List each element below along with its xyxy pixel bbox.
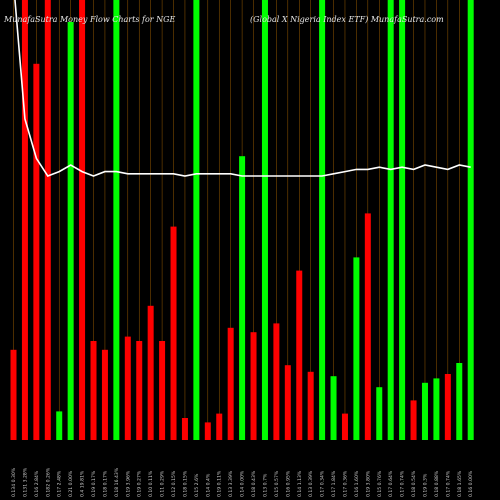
bar-red [341, 413, 348, 440]
bar-green [239, 156, 246, 440]
bar-green [456, 363, 463, 440]
tick-label: 0.12 0.15% [171, 470, 177, 497]
bar-green [113, 0, 120, 440]
chart-title: MunafaSutra Money Flow Charts for NGE [3, 15, 176, 24]
tick-label: 0.17 0.74% [400, 470, 406, 497]
bar-green [56, 411, 63, 440]
tick-label: 0.13 0.39% [308, 470, 314, 497]
tick-label: 0.19 3.96% [125, 470, 131, 497]
bar-red [124, 336, 131, 440]
tick-label: 0.16 2.84% [34, 470, 40, 497]
tick-label: 0.19 3.80% [365, 470, 371, 497]
tick-label: 0.15 0.76% [377, 470, 383, 497]
x-tick-labels: 0.134 0.30% 0.131 3.28% 0.16 2.84% 0.182 0.… [11, 467, 474, 497]
tick-label: 0.18 16.43% [114, 467, 120, 497]
tick-label: 0.4 19.81% [80, 470, 86, 497]
tick-label: 0.13 0.7% [262, 473, 268, 497]
bar-red [10, 349, 17, 440]
bar-red [364, 213, 371, 440]
bar-red [444, 374, 451, 440]
tick-label: 0.16 0.00% [468, 470, 474, 497]
bar-red [21, 0, 28, 440]
bar-green [193, 0, 200, 440]
tick-label: 0.18 0.17% [102, 470, 108, 497]
money-flow-line [14, 0, 471, 177]
tick-label: 0.18 0.43% [251, 470, 257, 497]
bar-green [261, 0, 268, 440]
tick-label: 0.19 0.17% [91, 470, 97, 497]
tick-label: 0.10 0.11% [148, 470, 154, 497]
bar-green [387, 0, 394, 440]
tick-label: 0.16 0.95% [285, 470, 291, 497]
bar-red [90, 341, 97, 440]
bar-green [330, 376, 337, 440]
tick-label: 0.21 0.00% [68, 470, 74, 497]
tick-label: 0.14 0.00% [240, 470, 246, 497]
bar-green [467, 0, 474, 440]
bar-green [433, 378, 440, 440]
tick-label: 0.134 0.30% [11, 467, 17, 497]
tick-label: 0.17 0.36% [342, 470, 348, 497]
tick-label: 0.18 1.65% [457, 470, 463, 497]
tick-label: 0.131 3.28% [22, 467, 28, 497]
bar-red [227, 327, 234, 440]
tick-label: 0.17 1.84% [331, 470, 337, 497]
bar-green [319, 0, 326, 440]
tick-label: 0.17 0.74% [445, 470, 451, 497]
tick-label: 0.18 0.54% [411, 470, 417, 497]
bar-red [307, 371, 314, 440]
tick-label: 0.11 0.29% [160, 470, 166, 497]
bar-red [181, 418, 188, 440]
bar-green [399, 0, 406, 440]
tick-label: 0.18 0.15% [182, 470, 188, 497]
tick-label: 0.19 0.11% [217, 470, 223, 497]
bar-red [33, 63, 40, 441]
bar-red [296, 270, 303, 440]
tick-label: 0.17 0.64% [388, 470, 394, 497]
tick-label: 0.15 0.57% [274, 470, 280, 497]
bar-red [147, 305, 154, 440]
bar-red [216, 413, 223, 440]
bar-green [353, 257, 360, 440]
bars-group [10, 0, 474, 441]
tick-label: 0.14 0.4% [205, 473, 211, 497]
bar-red [273, 323, 280, 440]
bar-red [159, 341, 166, 440]
tick-label: 0.14 1.13% [297, 470, 303, 497]
bar-red [204, 422, 211, 440]
bar-red [136, 341, 143, 440]
tick-label: 0.17 0.34% [320, 470, 326, 497]
bar-red [250, 332, 257, 440]
tick-label: 0.19 0.3% [422, 473, 428, 497]
bar-green [376, 387, 383, 440]
tick-label: 0.16 1.60% [354, 470, 360, 497]
bar-green [421, 382, 428, 440]
bar-green [67, 22, 74, 440]
bar-red [79, 0, 86, 440]
tick-label: 0.19 0.27% [137, 470, 143, 497]
tick-label: 0.18 0.88% [434, 470, 440, 497]
bar-red [284, 365, 291, 440]
bar-red [44, 0, 51, 440]
tick-label: 0.13 3.39% [228, 470, 234, 497]
tick-label: 0.17 2.48% [57, 470, 63, 497]
bar-red [170, 226, 177, 440]
chart-subtitle: (Global X Nigeria Index ETF) MunafaSutra… [250, 15, 444, 24]
bar-red [410, 400, 417, 440]
tick-label: 0.15 2.6% [194, 473, 200, 497]
bar-red [101, 349, 108, 440]
tick-label: 0.182 0.26% [45, 467, 51, 497]
